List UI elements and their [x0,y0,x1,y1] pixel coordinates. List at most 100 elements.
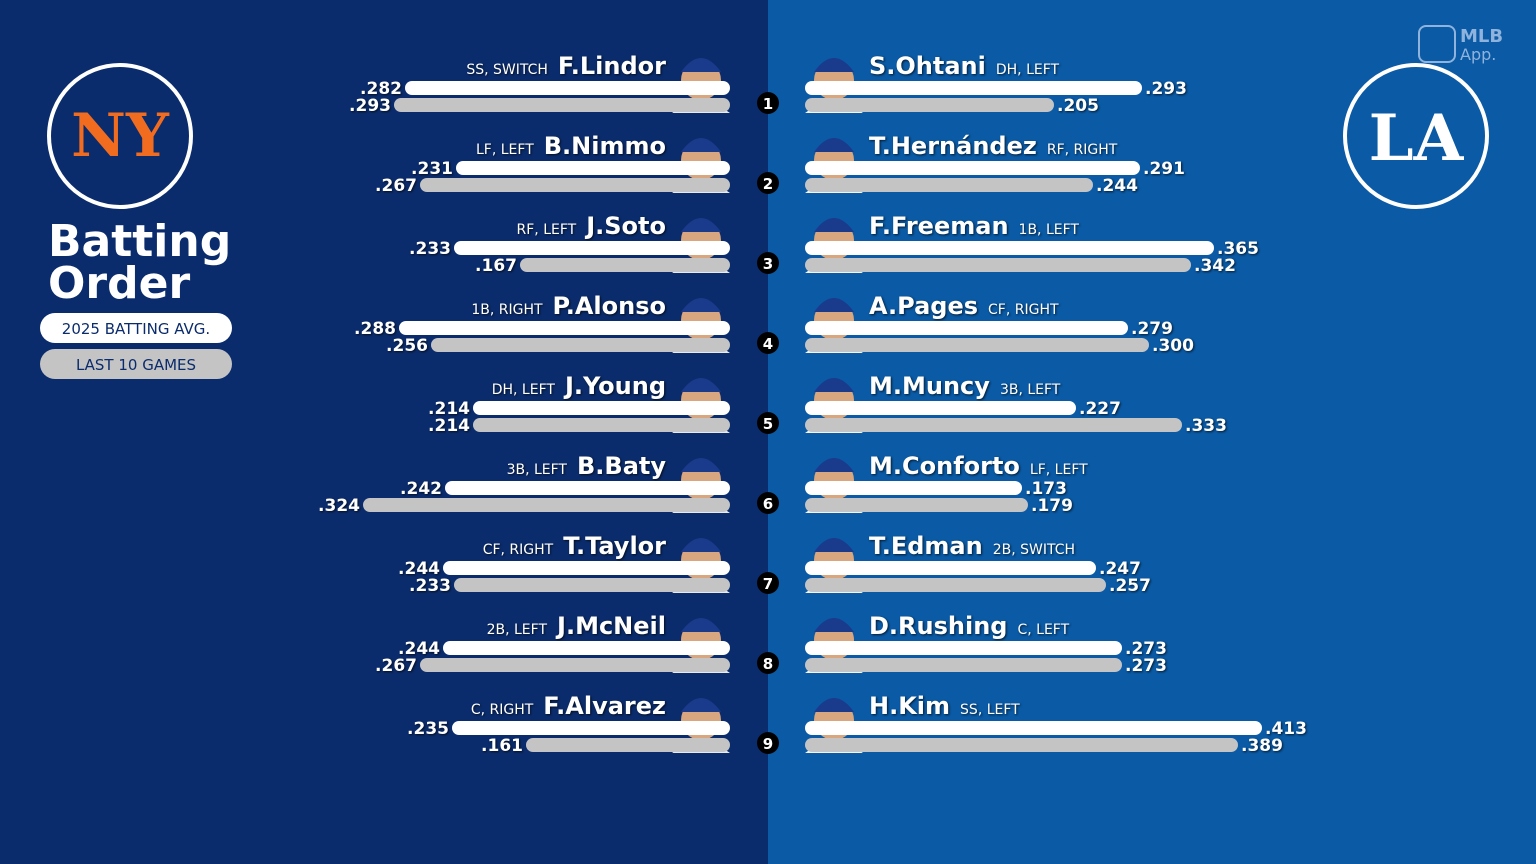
value-label: .214 [428,399,470,419]
value-label: .205 [1057,96,1099,116]
value-label: .389 [1241,736,1283,756]
value-label: .244 [398,639,440,659]
value-label: .273 [1125,639,1167,659]
player-label: SS, SWITCH F.Lindor [466,52,666,80]
brand-text: MLB [1460,26,1503,47]
player-name: M.Muncy [869,372,990,400]
player-name: J.Soto [584,212,666,240]
value-label: .342 [1194,256,1236,276]
player-position: RF, LEFT [517,222,577,238]
mets-logo-text: NY [71,101,170,171]
cap [681,698,721,712]
player-label: F.Freeman 1B, LEFT [869,212,1079,240]
season-avg-bar [445,481,730,495]
player-label: A.Pages CF, RIGHT [869,292,1059,320]
player-label: H.Kim SS, LEFT [869,692,1020,720]
value-label: .413 [1265,719,1307,739]
slot-badge [757,412,779,434]
player-label: M.Conforto LF, LEFT [869,452,1088,480]
player-name: P.Alonso [553,292,666,320]
value-label: .244 [398,559,440,579]
player-name: F.Lindor [558,52,666,80]
cap [814,458,854,472]
player-name: J.Young [563,372,666,400]
player-label: C, RIGHT F.Alvarez [471,692,666,720]
cap [681,378,721,392]
cap [814,618,854,632]
slot-number: 7 [763,575,773,593]
season-avg-bar [399,321,730,335]
last10-bar [805,258,1191,272]
player-name: T.Hernández [869,132,1037,160]
season-avg-bar [452,721,730,735]
cap [681,218,721,232]
slot-badge [757,492,779,514]
value-label: .233 [409,239,451,259]
slot-badge [757,572,779,594]
player-name: B.Baty [577,452,666,480]
last10-bar [805,658,1122,672]
cap [681,138,721,152]
player-label: M.Muncy 3B, LEFT [869,372,1061,400]
season-avg-bar [805,161,1140,175]
last10-bar [805,338,1149,352]
cap [681,298,721,312]
value-label: .324 [318,496,360,516]
season-avg-bar [805,481,1022,495]
player-label: 2B, LEFT J.McNeil [487,612,666,640]
slot-number: 9 [763,735,773,753]
cap [681,538,721,552]
last10-bar [394,98,730,112]
last10-bar [805,98,1054,112]
player-name: M.Conforto [869,452,1020,480]
title-line: Batting [48,216,231,267]
player-position: 1B, LEFT [1019,222,1080,238]
season-avg-bar [805,721,1262,735]
season-avg-bar [443,641,730,655]
player-position: 2B, LEFT [487,622,548,638]
cap [814,698,854,712]
slot-badge [757,252,779,274]
slot-number: 8 [763,655,773,673]
value-label: .333 [1185,416,1227,436]
last10-bar [805,418,1182,432]
player-position: CF, RIGHT [483,542,554,558]
player-name: F.Freeman [869,212,1009,240]
player-position: DH, LEFT [996,62,1060,78]
player-label: D.Rushing C, LEFT [869,612,1070,640]
slot-badge [757,732,779,754]
last10-bar [431,338,730,352]
season-avg-bar [473,401,730,415]
season-avg-bar [405,81,730,95]
player-label: RF, LEFT J.Soto [517,212,666,240]
season-avg-bar [805,561,1096,575]
player-name: B.Nimmo [544,132,666,160]
player-position: C, LEFT [1017,622,1069,638]
value-label: .247 [1099,559,1141,579]
value-label: .293 [1145,79,1187,99]
value-label: .256 [386,336,428,356]
slot-number: 5 [763,415,773,433]
value-label: .242 [400,479,442,499]
slot-number: 2 [763,175,773,193]
value-label: .267 [375,176,417,196]
cap [814,218,854,232]
player-label: T.Edman 2B, SWITCH [869,532,1075,560]
player-label: S.Ohtani DH, LEFT [869,52,1060,80]
value-label: .300 [1152,336,1194,356]
value-label: .257 [1109,576,1151,596]
player-label: 1B, RIGHT P.Alonso [471,292,666,320]
player-name: D.Rushing [869,612,1007,640]
player-name: F.Alvarez [543,692,666,720]
last10-bar [805,498,1028,512]
season-avg-bar [805,241,1214,255]
season-avg-bar [805,401,1076,415]
cap [681,58,721,72]
player-label: LF, LEFT B.Nimmo [476,132,666,160]
last10-bar [805,178,1093,192]
last10-bar [454,578,730,592]
legend-pill [40,349,232,379]
cap [814,138,854,152]
value-label: .291 [1143,159,1185,179]
